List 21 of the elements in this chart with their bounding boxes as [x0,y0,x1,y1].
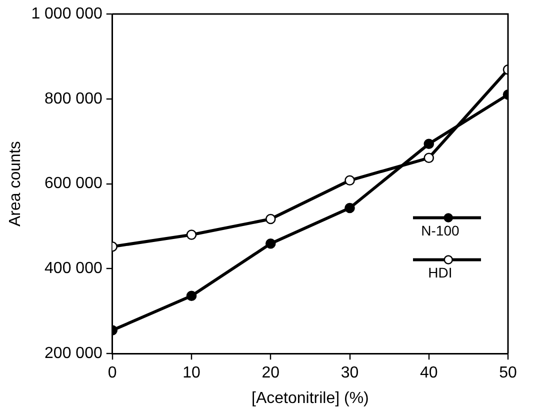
legend-label: HDI [428,264,452,281]
x-tick-label: 40 [420,364,438,382]
point [186,290,197,302]
x-tick-label: 50 [499,364,517,382]
x-tick-label: 30 [340,364,359,382]
x-tick-label: 0 [108,364,117,382]
y-tick-label: 600 000 [44,175,102,192]
point [265,238,276,249]
x-tick-label: 20 [262,364,280,382]
point [344,175,355,186]
y-tick-label: 1 000 000 [31,5,102,22]
x-tick-label: 10 [182,364,201,382]
x-axis-title: [Acetonitrile] (%) [252,390,369,407]
point [265,214,276,224]
y-tick-label: 800 000 [44,90,102,108]
y-tick-label: 400 000 [44,260,102,278]
y-tick-label: 200 000 [44,345,102,362]
legend-label: N-100 [421,222,460,239]
y-axis-title: Area counts [7,141,24,226]
point [344,202,355,214]
point [186,230,197,240]
